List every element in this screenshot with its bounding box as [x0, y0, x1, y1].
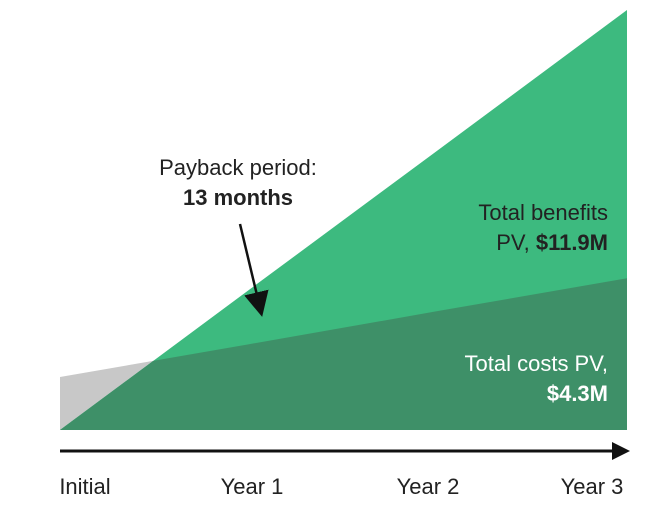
x-tick-label: Year 3	[561, 474, 624, 499]
axis-arrowhead	[612, 442, 630, 460]
x-tick-label: Year 2	[397, 474, 460, 499]
benefits-label: Total benefits PV, $11.9M	[446, 198, 608, 258]
legend-entry: Total benefits PV,	[478, 200, 608, 255]
areas	[60, 10, 627, 430]
data-label: $11.9M	[535, 230, 608, 255]
legend-entry: Total costs PV,	[464, 351, 608, 376]
annotation-text: Payback period:	[159, 155, 317, 180]
annotation-arrow	[238, 223, 269, 317]
data-label: $4.3M	[546, 381, 608, 406]
annotation-value: 13 months	[183, 185, 293, 210]
overlap-area	[60, 278, 627, 430]
x-tick-label: Initial	[59, 474, 110, 499]
costs-label: Total costs PV, $4.3M	[430, 349, 608, 409]
x-tick-label: Year 1	[221, 474, 284, 499]
